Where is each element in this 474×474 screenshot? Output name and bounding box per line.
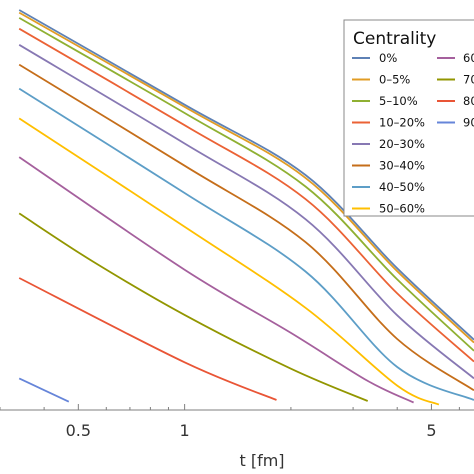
legend-label: 0%: [379, 51, 397, 65]
series-line-3: [18, 17, 474, 352]
legend-label: 70: [463, 73, 474, 87]
series-line-2: [18, 11, 474, 344]
legend-label: 30–40%: [379, 159, 425, 173]
legend-label: 50–60%: [379, 202, 425, 216]
legend-label: 80: [463, 94, 474, 108]
series-line-12: [18, 377, 70, 403]
series-line-7: [18, 87, 474, 401]
legend-label: 20–30%: [379, 137, 425, 151]
x-tick-label: 5: [426, 421, 436, 440]
series-line-4: [18, 27, 474, 363]
series-line-5: [18, 44, 474, 380]
x-ticks: 0.5 1 5: [0, 404, 460, 440]
series-line-8: [18, 117, 440, 406]
x-tick-label: 0.5: [66, 421, 91, 440]
x-axis-title: t [fm]: [239, 451, 284, 470]
legend-items: 0% 0–5% 5–10% 10–20% 20–30% 30–40% 40–50% 50–60…: [352, 51, 474, 216]
legend-label: 0–5%: [379, 73, 410, 87]
legend-label: 90: [463, 116, 474, 130]
legend-label: 60: [463, 51, 474, 65]
series-line-6: [18, 63, 474, 392]
series-line-10: [18, 212, 369, 402]
legend-label: 10–20%: [379, 116, 425, 130]
legend-title: Centrality: [353, 29, 436, 49]
legend-label: 5–10%: [379, 94, 418, 108]
series-line-11: [18, 277, 277, 401]
legend-box: [343, 19, 474, 217]
x-tick-label: 1: [180, 421, 190, 440]
series-line-9: [18, 156, 414, 404]
legend-label: 40–50%: [379, 180, 425, 194]
series-line-1: [18, 9, 474, 341]
plot-lines: [18, 9, 474, 406]
legend: Centrality 0% 0–5% 5–10% 10–20% 20–30% 30–40%…: [343, 19, 474, 217]
